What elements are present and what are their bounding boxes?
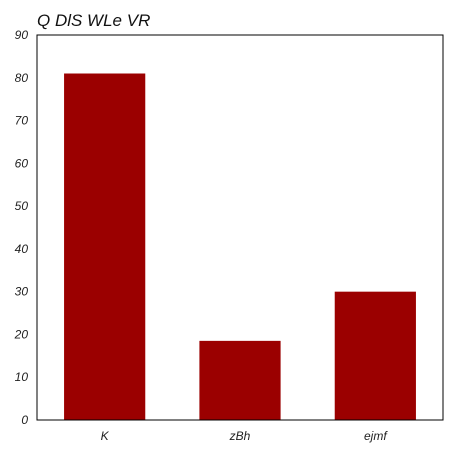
- bar-zbh: [199, 340, 281, 420]
- y-tick-label: 70: [15, 114, 29, 128]
- bar-ejmf: [334, 291, 416, 420]
- y-tick-label: 60: [15, 156, 29, 170]
- y-tick-label: 90: [15, 28, 29, 42]
- x-tick-label: K: [101, 429, 110, 443]
- y-tick-label: 50: [15, 199, 29, 213]
- y-tick-label: 30: [15, 285, 29, 299]
- x-tick-label: ejmf: [364, 429, 388, 443]
- y-tick-label: 80: [15, 71, 29, 85]
- chart-title: Q DlS WLe VR: [37, 11, 150, 30]
- y-tick-label: 10: [15, 370, 29, 384]
- y-tick-label: 20: [14, 327, 29, 341]
- y-tick-label: 40: [15, 242, 29, 256]
- bar-k: [64, 73, 146, 420]
- y-axis: 0 10 20 30 40 50 60 70 80 90: [14, 28, 29, 427]
- bars-group: [64, 73, 416, 420]
- x-tick-label: zBh: [229, 429, 251, 443]
- y-tick-label: 0: [21, 413, 28, 427]
- plot-frame: [36, 34, 444, 421]
